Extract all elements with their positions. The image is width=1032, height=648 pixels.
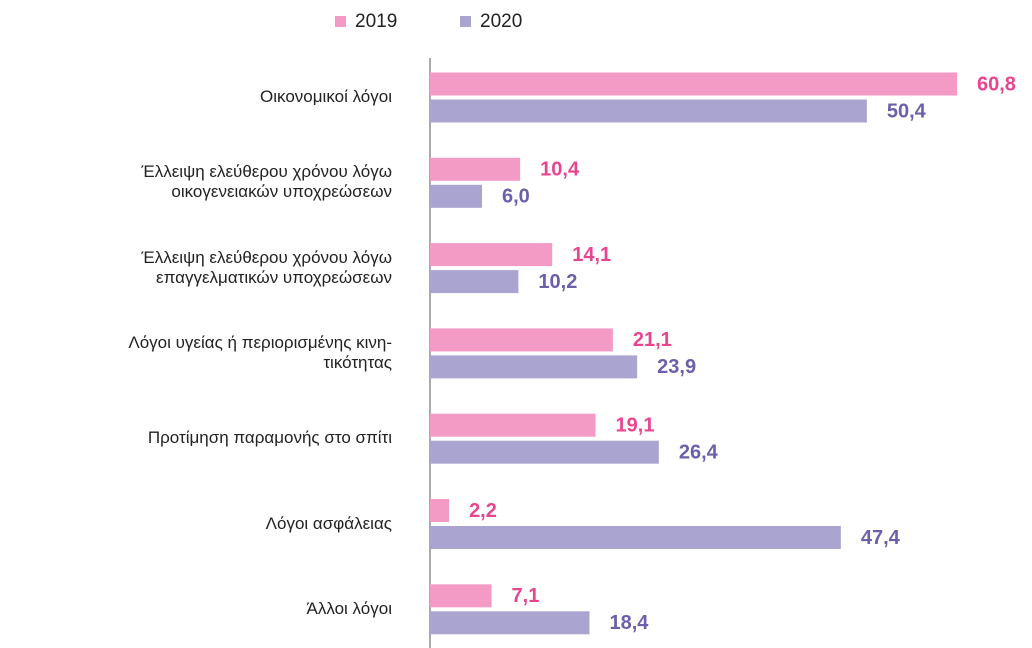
- bar: [430, 157, 521, 181]
- data-label: 21,1: [633, 329, 672, 351]
- data-label: 47,4: [861, 527, 901, 549]
- bar: [430, 270, 519, 294]
- data-label: 26,4: [679, 441, 719, 463]
- legend-label: 2019: [355, 11, 397, 32]
- data-label: 6,0: [502, 186, 530, 208]
- category-label: Λόγοι υγείας ή περιορισμένης κινη- τικότ…: [128, 332, 392, 372]
- data-label: 18,4: [609, 612, 649, 634]
- bar: [430, 413, 596, 437]
- bar: [430, 611, 590, 635]
- data-label: 10,4: [540, 159, 580, 181]
- data-label: 23,9: [657, 356, 696, 378]
- bar: [430, 243, 553, 267]
- data-label: 19,1: [616, 414, 655, 436]
- data-label: 60,8: [977, 73, 1016, 95]
- data-label: 2,2: [469, 500, 497, 522]
- bar: [430, 99, 867, 123]
- bar: [430, 184, 483, 208]
- bar: [430, 72, 957, 96]
- legend-swatch: [460, 16, 471, 27]
- category-label: Έλλειψη ελεύθερου χρόνου λόγω επαγγελματ…: [141, 247, 392, 287]
- data-label: 7,1: [512, 585, 540, 607]
- data-label: 14,1: [572, 244, 611, 266]
- data-label: 10,2: [538, 271, 577, 293]
- bar: [430, 526, 841, 549]
- category-label: Έλλειψη ελεύθερου χρόνου λόγω οικογενεια…: [141, 162, 392, 202]
- bar: [430, 328, 613, 352]
- bar: [430, 440, 659, 464]
- bar: [430, 355, 638, 379]
- category-label: Λόγοι ασφάλειας: [265, 513, 392, 533]
- legend-swatch: [335, 16, 346, 27]
- category-label: Άλλοι λόγοι: [306, 598, 392, 618]
- data-label: 50,4: [887, 100, 927, 122]
- category-label: Προτίμηση παραμονής στο σπίτι: [147, 428, 392, 448]
- legend-label: 2020: [480, 11, 522, 32]
- bar: [430, 584, 492, 608]
- bar: [430, 499, 450, 522]
- category-label: Οικονομικοί λόγοι: [260, 87, 392, 106]
